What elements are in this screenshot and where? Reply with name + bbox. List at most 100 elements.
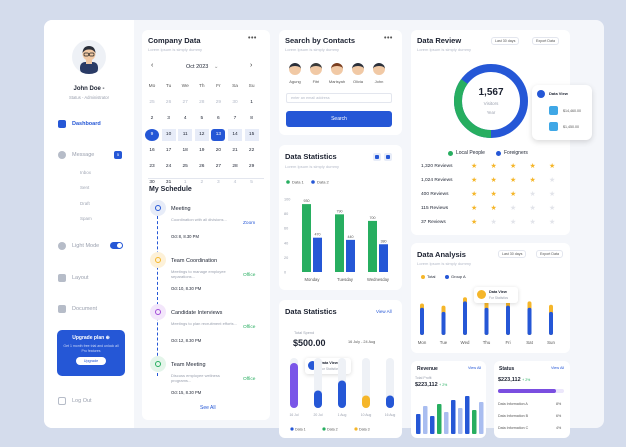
review-count: 1,024 Reviews bbox=[421, 178, 453, 183]
calendar-day[interactable]: 30 bbox=[232, 100, 238, 105]
calendar-day[interactable]: 26 bbox=[199, 164, 205, 169]
contact-avatar[interactable] bbox=[289, 63, 301, 75]
avatar[interactable] bbox=[72, 40, 106, 74]
calendar-day[interactable]: 8 bbox=[250, 116, 253, 121]
nav-dashboard[interactable]: Dashboard bbox=[58, 120, 101, 128]
legend-swatch bbox=[290, 427, 294, 431]
schedule-icon bbox=[150, 356, 166, 372]
contact-avatar[interactable] bbox=[310, 63, 322, 75]
nav-draft[interactable]: Draft bbox=[80, 201, 90, 206]
company-more-icon[interactable]: ••• bbox=[248, 35, 257, 42]
calendar-day[interactable]: 27 bbox=[182, 100, 188, 105]
search-button[interactable]: Search bbox=[286, 111, 392, 127]
calendar-day[interactable]: 26 bbox=[165, 100, 172, 105]
nav-sent[interactable]: Sent bbox=[80, 185, 90, 190]
calendar-day[interactable]: 27 bbox=[215, 164, 222, 169]
stats2-range[interactable]: 16 July - 24 Aug bbox=[348, 340, 376, 344]
contact-avatar[interactable] bbox=[373, 63, 385, 75]
nav-layout[interactable]: Layout bbox=[58, 274, 89, 282]
calendar-day[interactable]: 5 bbox=[250, 180, 253, 185]
stats1-action-b-icon[interactable] bbox=[384, 153, 392, 161]
schedule-item-desc: Discuss employee wellness programs... bbox=[171, 373, 220, 383]
nav-document[interactable]: Document bbox=[58, 305, 97, 313]
calendar-day[interactable]: 6 bbox=[217, 116, 220, 121]
nav-message[interactable]: Message bbox=[58, 151, 94, 159]
schedule-item-action[interactable]: Zoom bbox=[243, 221, 256, 226]
review-range-select[interactable]: Last 30 days bbox=[491, 37, 520, 45]
calendar-day[interactable]: 22 bbox=[248, 148, 255, 153]
calendar-day[interactable]: 19 bbox=[199, 148, 205, 153]
prev-month-icon[interactable]: ‹ bbox=[151, 62, 154, 69]
legend-swatch bbox=[354, 427, 358, 431]
calendar-day[interactable]: 23 bbox=[149, 164, 155, 169]
calendar-day[interactable]: 28 bbox=[232, 164, 238, 169]
legend-local-label: Local People bbox=[456, 150, 485, 156]
contact-name: Olivia bbox=[352, 79, 363, 84]
status-view-all[interactable]: View All bbox=[551, 366, 565, 370]
upgrade-button[interactable]: Upgrade bbox=[76, 357, 106, 365]
calendar-day[interactable]: 29 bbox=[248, 164, 255, 169]
calendar-day[interactable]: 25 bbox=[182, 164, 188, 169]
light-mode-toggle[interactable] bbox=[110, 242, 123, 249]
calendar-day[interactable]: 10 bbox=[161, 129, 176, 141]
nav-spam[interactable]: Spam bbox=[80, 216, 92, 221]
contact-avatar[interactable] bbox=[352, 63, 364, 75]
stats2-total: $500.00 bbox=[293, 338, 326, 348]
calendar-day[interactable]: 3 bbox=[217, 180, 220, 185]
calendar-day[interactable]: 16 bbox=[149, 148, 155, 153]
analysis-export-button[interactable]: Export Data bbox=[536, 250, 563, 258]
calendar-day[interactable]: 18 bbox=[182, 148, 188, 153]
calendar-day[interactable]: 5 bbox=[200, 116, 204, 121]
revenue-view-all[interactable]: View All bbox=[468, 366, 482, 370]
company-title: Company Data bbox=[148, 36, 201, 45]
calendar-day[interactable]: 11 bbox=[178, 129, 193, 141]
calendar-day-selected[interactable]: 9 bbox=[145, 129, 159, 141]
calendar-day[interactable]: 25 bbox=[149, 100, 155, 105]
x-category-label: Mon bbox=[418, 340, 427, 345]
message-badge: 5 bbox=[114, 151, 122, 159]
calendar-day[interactable]: 20 bbox=[215, 148, 222, 153]
calendar-day-highlighted[interactable]: 13 bbox=[211, 129, 226, 141]
calendar-day[interactable]: 24 bbox=[165, 164, 172, 169]
see-all-link[interactable]: See All bbox=[200, 405, 216, 411]
calendar-month[interactable]: Oct 2023 ⌄ bbox=[186, 64, 218, 70]
calendar-day[interactable]: 29 bbox=[215, 100, 222, 105]
calendar-day[interactable]: 14 bbox=[228, 129, 242, 141]
calendar-day[interactable]: 7 bbox=[233, 116, 237, 121]
contact-avatar[interactable] bbox=[331, 63, 343, 75]
stats2-view-all-link[interactable]: View All bbox=[376, 309, 392, 314]
calendar-day[interactable]: 17 bbox=[165, 148, 172, 153]
star-icon: ★ bbox=[490, 177, 497, 184]
calendar-day[interactable]: 31 bbox=[165, 180, 172, 185]
next-month-icon[interactable]: › bbox=[250, 62, 253, 69]
analysis-range-select[interactable]: Last 30 days bbox=[498, 250, 527, 258]
calendar-day[interactable]: 2 bbox=[200, 180, 204, 185]
contacts-more-icon[interactable]: ••• bbox=[384, 35, 393, 42]
calendar-day[interactable]: 21 bbox=[232, 148, 238, 153]
schedule-item-title: Meeting bbox=[171, 206, 191, 212]
calendar-day[interactable]: 3 bbox=[167, 116, 170, 121]
star-icon: ★ bbox=[471, 205, 478, 212]
stats1-action-a-icon[interactable] bbox=[373, 153, 381, 161]
calendar-day[interactable]: 30 bbox=[149, 180, 155, 185]
nav-inbox[interactable]: Inbox bbox=[80, 170, 92, 175]
calendar-day[interactable]: 28 bbox=[199, 100, 205, 105]
calendar-day[interactable]: 2 bbox=[150, 116, 154, 121]
review-count: 115 Reviews bbox=[421, 206, 449, 211]
schedule-item-action[interactable]: Office bbox=[243, 273, 256, 278]
calendar-day[interactable]: 12 bbox=[194, 129, 209, 141]
calendar-day[interactable]: 4 bbox=[183, 116, 187, 121]
calendar-day[interactable]: 1 bbox=[250, 100, 253, 105]
star-icon: ★ bbox=[510, 163, 517, 170]
nav-logout[interactable]: Log Out bbox=[58, 397, 92, 405]
review-export-button[interactable]: Export Data bbox=[532, 37, 559, 45]
schedule-item-action[interactable]: Office bbox=[243, 325, 256, 330]
calendar-day[interactable]: 1 bbox=[183, 180, 187, 185]
bar-track bbox=[362, 358, 370, 408]
analysis-tooltip-sub: For Statistics bbox=[489, 296, 509, 300]
calendar-day[interactable]: 4 bbox=[233, 180, 237, 185]
status-total: $223,112 + 2% bbox=[498, 377, 530, 383]
email-field[interactable]: enter an email address bbox=[286, 93, 392, 103]
schedule-item-action[interactable]: Office bbox=[243, 377, 256, 382]
calendar-day[interactable]: 15 bbox=[244, 129, 259, 141]
